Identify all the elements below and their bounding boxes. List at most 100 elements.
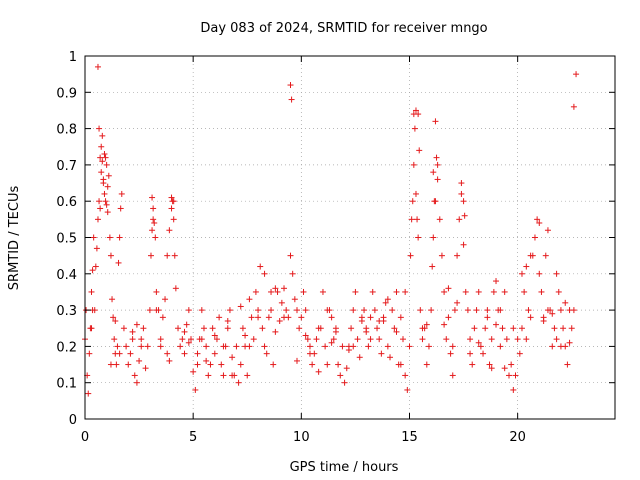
data-point — [508, 361, 515, 368]
data-point — [432, 198, 439, 205]
data-point — [255, 314, 262, 321]
data-point — [146, 307, 153, 314]
data-point — [86, 350, 93, 357]
data-point — [136, 357, 143, 364]
data-point — [294, 307, 300, 314]
data-point — [209, 325, 216, 332]
data-point — [428, 307, 435, 314]
data-point — [276, 317, 283, 324]
data-point — [229, 354, 236, 361]
data-point — [475, 288, 482, 295]
data-point — [250, 336, 257, 343]
data-point — [261, 270, 268, 277]
data-point — [185, 307, 192, 314]
data-point — [510, 386, 517, 393]
data-point — [246, 296, 253, 303]
data-point — [343, 365, 350, 372]
data-point — [467, 350, 474, 357]
data-point — [150, 216, 157, 223]
data-point — [224, 325, 231, 332]
data-point — [104, 209, 111, 216]
data-point — [239, 325, 246, 332]
data-point — [129, 328, 136, 335]
data-point — [449, 343, 456, 350]
data-point — [475, 339, 482, 346]
data-point — [339, 343, 346, 350]
y-tick-label: 0.9 — [56, 86, 77, 101]
data-point — [361, 307, 368, 314]
data-point — [352, 288, 359, 295]
data-point — [300, 288, 307, 295]
data-point — [120, 325, 127, 332]
data-point — [462, 288, 469, 295]
data-point — [296, 325, 303, 332]
data-point — [304, 336, 311, 343]
y-tick-label: 0.5 — [56, 232, 77, 247]
data-point — [302, 332, 309, 339]
data-point — [298, 314, 305, 321]
data-point — [387, 354, 394, 361]
data-point — [417, 307, 424, 314]
data-point — [248, 314, 255, 321]
data-point — [244, 372, 251, 379]
data-point — [152, 234, 159, 241]
y-tick-label: 0.2 — [56, 340, 77, 355]
data-point — [458, 180, 465, 187]
data-point — [324, 307, 331, 314]
data-point — [114, 343, 121, 350]
data-point — [484, 307, 491, 314]
data-point — [560, 325, 567, 332]
data-point — [131, 372, 138, 379]
data-point — [149, 227, 156, 234]
data-point — [153, 307, 160, 314]
data-point — [384, 296, 391, 303]
data-point — [194, 361, 201, 368]
data-point — [101, 151, 108, 158]
data-point — [133, 321, 140, 328]
data-point — [516, 350, 523, 357]
data-point — [458, 190, 465, 197]
data-point — [573, 71, 580, 78]
data-point — [460, 198, 467, 205]
data-point — [162, 296, 169, 303]
data-point — [281, 314, 288, 321]
data-point — [106, 234, 113, 241]
data-point — [544, 307, 551, 314]
data-point — [313, 336, 320, 343]
data-point — [287, 82, 294, 89]
data-point — [501, 288, 508, 295]
data-point — [471, 325, 478, 332]
data-point — [153, 288, 160, 295]
data-point — [164, 350, 171, 357]
data-point — [168, 205, 175, 212]
data-point — [393, 328, 400, 335]
data-point — [315, 368, 322, 375]
data-point — [536, 270, 543, 277]
data-point — [192, 386, 199, 393]
data-point — [568, 325, 575, 332]
data-point — [255, 307, 262, 314]
data-point — [557, 343, 564, 350]
data-point — [179, 336, 186, 343]
data-point — [411, 125, 418, 132]
data-point — [544, 227, 551, 234]
data-point — [88, 288, 95, 295]
data-point — [283, 307, 290, 314]
y-tick-label: 1 — [69, 50, 77, 65]
data-point — [482, 325, 489, 332]
data-point — [157, 343, 164, 350]
y-tick-label: 0.6 — [56, 195, 77, 210]
data-point — [553, 270, 560, 277]
data-point — [117, 205, 124, 212]
data-point — [445, 285, 452, 292]
data-point — [523, 263, 530, 270]
data-point — [151, 219, 158, 226]
data-point — [85, 390, 92, 397]
data-point — [107, 252, 114, 259]
data-point — [497, 343, 504, 350]
data-point — [443, 336, 450, 343]
data-point — [423, 361, 430, 368]
data-point — [549, 310, 556, 317]
data-point — [514, 336, 521, 343]
